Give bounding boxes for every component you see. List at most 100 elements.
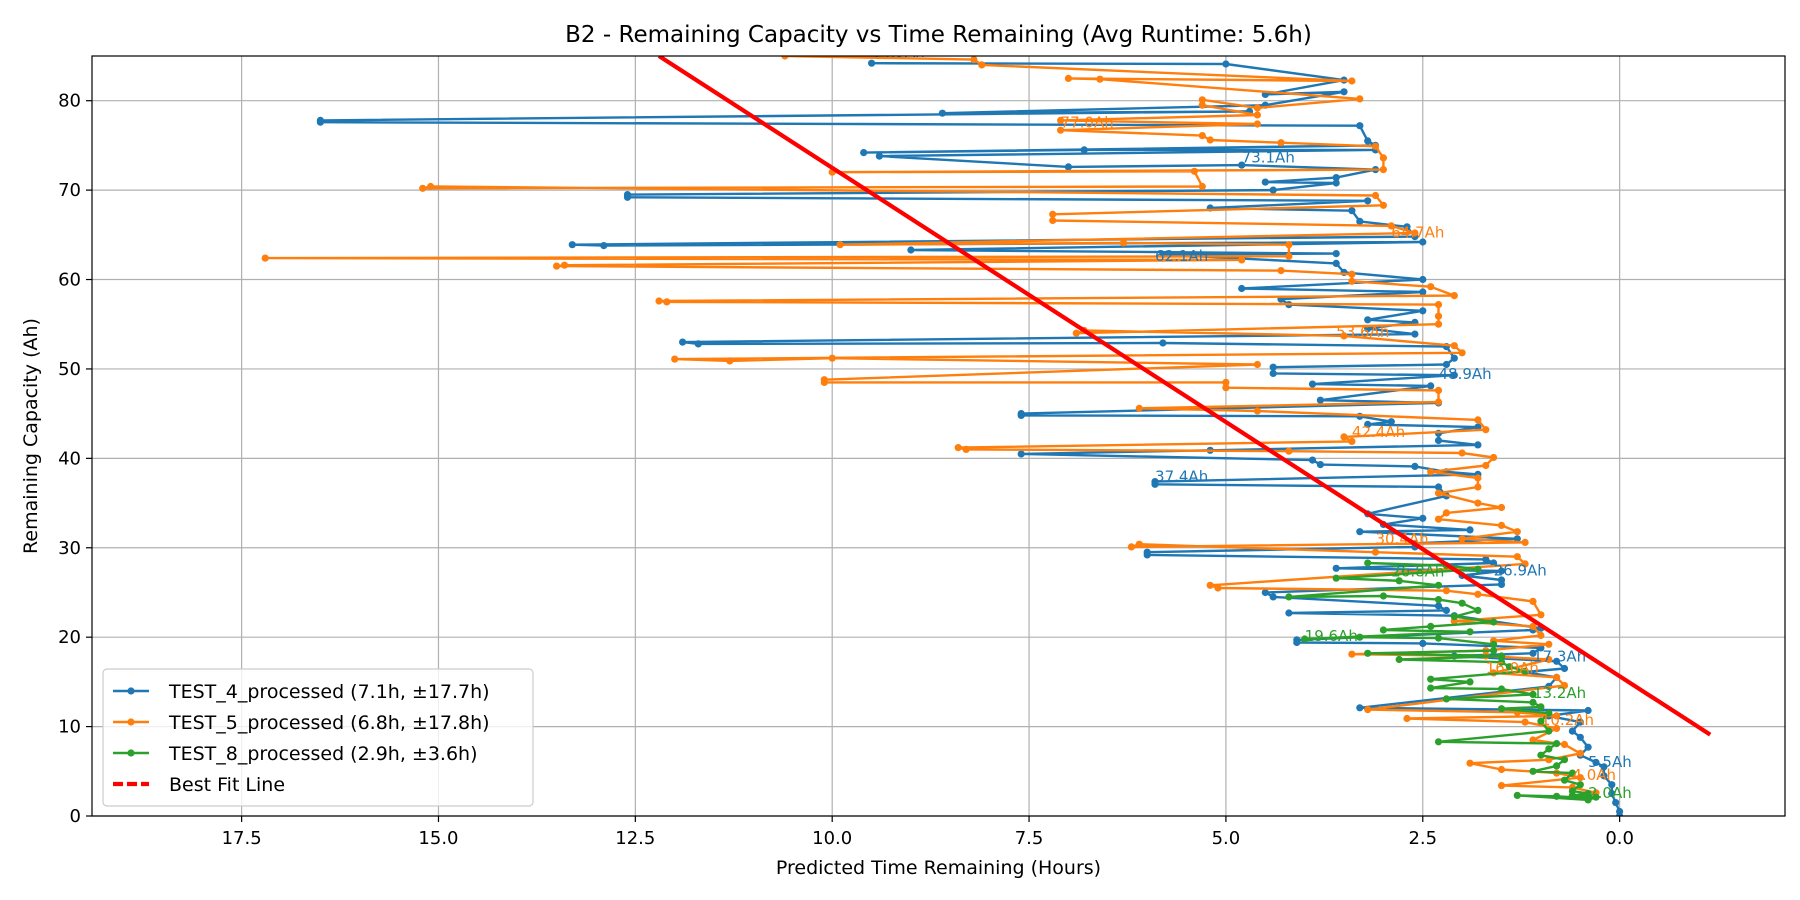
- data-point: [1198, 132, 1206, 140]
- data-point: [1474, 606, 1482, 615]
- data-point: [1568, 727, 1576, 735]
- x-tick-label: 2.5: [1408, 828, 1437, 849]
- data-point: [1497, 782, 1506, 790]
- data-point: [1466, 628, 1474, 636]
- data-point: [1253, 104, 1261, 112]
- data-point: [1332, 574, 1340, 582]
- data-point: [1332, 259, 1340, 267]
- data-point: [1537, 611, 1545, 619]
- data-point: [1371, 191, 1380, 200]
- data-point: [1497, 705, 1506, 713]
- data-point: [1119, 239, 1128, 247]
- data-point: [553, 262, 561, 270]
- data-point: [1348, 650, 1356, 658]
- data-point: [1159, 339, 1167, 347]
- data-point: [1198, 101, 1206, 109]
- data-point: [1017, 450, 1025, 458]
- data-point: [1143, 551, 1151, 559]
- x-tick-label: 17.5: [222, 828, 262, 849]
- data-label: 5.5Ah: [1588, 753, 1632, 771]
- data-point: [1411, 330, 1419, 338]
- data-point: [1537, 717, 1545, 725]
- data-label: 4.0Ah: [1572, 766, 1616, 784]
- data-point: [836, 241, 844, 249]
- data-label: 26.9Ah: [1494, 561, 1547, 579]
- data-point: [1364, 197, 1372, 205]
- data-point: [1529, 622, 1537, 631]
- data-point: [1490, 640, 1498, 648]
- data-point: [1442, 695, 1450, 703]
- legend-marker: [127, 749, 135, 757]
- data-point: [962, 445, 970, 453]
- data-point: [1474, 565, 1482, 573]
- data-point: [1198, 96, 1206, 104]
- data-point: [568, 241, 576, 249]
- x-tick-label: 7.5: [1015, 828, 1044, 849]
- data-point: [427, 182, 435, 191]
- data-point: [1238, 256, 1246, 264]
- data-point: [1427, 684, 1435, 692]
- data-point: [1364, 649, 1372, 657]
- data-point: [1387, 222, 1395, 230]
- data-point: [1497, 567, 1506, 575]
- data-label: 77.0Ah: [1061, 114, 1114, 132]
- legend-marker: [127, 718, 135, 726]
- y-tick-label: 40: [58, 448, 81, 469]
- data-point: [1285, 241, 1293, 249]
- data-point: [1419, 288, 1427, 296]
- data-point: [1482, 426, 1490, 434]
- data-point: [1497, 685, 1506, 693]
- legend-entry-label: Best Fit Line: [169, 774, 285, 796]
- data-point: [1600, 772, 1608, 780]
- data-point: [1151, 480, 1159, 488]
- data-label: 42.4Ah: [1352, 423, 1405, 441]
- data-point: [316, 118, 324, 126]
- data-point: [1442, 587, 1450, 595]
- data-point: [1490, 647, 1498, 655]
- data-point: [1576, 774, 1584, 782]
- data-point: [1434, 634, 1443, 642]
- data-point: [1560, 681, 1569, 690]
- data-point: [1553, 657, 1561, 665]
- data-point: [1474, 499, 1482, 507]
- chart-title: B2 - Remaining Capacity vs Time Remainin…: [565, 22, 1312, 48]
- data-point: [1127, 543, 1135, 551]
- data-point: [1434, 602, 1443, 610]
- data-point: [1553, 724, 1561, 733]
- data-point: [419, 184, 427, 192]
- data-point: [907, 246, 915, 254]
- data-point: [1608, 790, 1616, 798]
- data-point: [1442, 360, 1450, 369]
- data-point: [1553, 712, 1561, 720]
- data-point: [1253, 360, 1261, 369]
- data-point: [1427, 468, 1435, 476]
- data-point: [1364, 706, 1372, 714]
- data-point: [1364, 559, 1372, 567]
- data-point: [1190, 167, 1198, 175]
- data-point: [1285, 447, 1293, 455]
- data-point: [1049, 216, 1057, 225]
- data-label: 19.6Ah: [1305, 627, 1358, 645]
- data-point: [1576, 781, 1584, 789]
- data-point: [1222, 378, 1230, 386]
- data-point: [1529, 597, 1537, 606]
- data-point: [1072, 329, 1080, 337]
- data-point: [726, 357, 734, 365]
- data-point: [1316, 396, 1324, 404]
- data-point: [1458, 349, 1466, 357]
- data-point: [1340, 88, 1348, 96]
- data-point: [663, 298, 671, 306]
- data-point: [1419, 639, 1427, 648]
- data-point: [1576, 749, 1584, 758]
- data-point: [1253, 407, 1261, 415]
- data-point: [1434, 436, 1443, 445]
- data-label: 26.8Ah: [1391, 562, 1444, 580]
- data-point: [1403, 714, 1411, 723]
- data-point: [1395, 655, 1403, 664]
- data-point: [1458, 449, 1466, 457]
- data-point: [1222, 384, 1230, 392]
- data-point: [1466, 759, 1474, 767]
- data-point: [1332, 179, 1340, 187]
- data-point: [1521, 538, 1529, 547]
- data-label: 13.2Ah: [1533, 684, 1586, 702]
